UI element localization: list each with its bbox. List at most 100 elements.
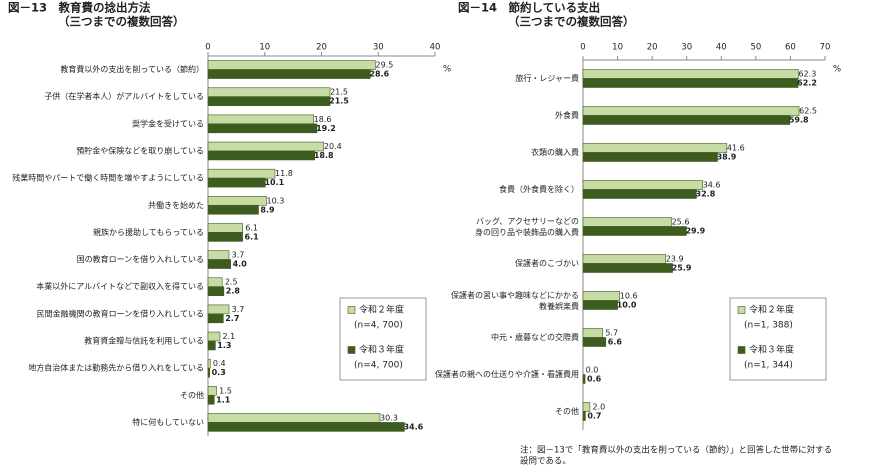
value-label: 62.5 bbox=[799, 107, 817, 116]
category-label: 保護者の親への仕送りや介護・看護費用 bbox=[435, 369, 579, 379]
x-tick-label: 20 bbox=[647, 43, 658, 53]
unit-label: % bbox=[443, 65, 451, 75]
value-label: 6.6 bbox=[608, 338, 623, 347]
bar bbox=[582, 411, 586, 421]
bar bbox=[207, 386, 217, 396]
bar bbox=[582, 217, 672, 227]
category-label: 衣類の購入費 bbox=[531, 147, 579, 157]
value-label: 10.0 bbox=[617, 301, 637, 310]
legend-box bbox=[339, 297, 427, 381]
unit-label: % bbox=[833, 65, 841, 75]
value-label: 3.7 bbox=[232, 251, 245, 260]
x-tick-label: 40 bbox=[716, 43, 727, 53]
bar bbox=[582, 263, 673, 273]
bar bbox=[582, 152, 718, 162]
value-label: 21.5 bbox=[329, 97, 349, 106]
value-label: 38.9 bbox=[717, 153, 737, 162]
value-label: 20.4 bbox=[324, 142, 342, 151]
category-label: 保護者の習い事や趣味などにかかる教養娯楽費 bbox=[451, 290, 579, 311]
bar bbox=[582, 337, 607, 347]
bar bbox=[582, 189, 697, 199]
category-label: 地方自治体または勤務先から借り入れをしている bbox=[28, 363, 204, 373]
legend-swatch bbox=[737, 346, 746, 354]
category-label: 教育資金贈与信託を利用している bbox=[84, 336, 204, 346]
bar bbox=[207, 87, 331, 98]
category-label: その他 bbox=[555, 406, 579, 416]
category-label: 子供（在学者本人）がアルバイトをしている bbox=[44, 91, 204, 101]
bar bbox=[582, 226, 687, 236]
category-label: 中元・歳暮などの交際費 bbox=[491, 332, 579, 342]
value-label: 29.9 bbox=[685, 227, 705, 236]
legend-n: (n=4, 700) bbox=[354, 361, 403, 371]
value-label: 11.8 bbox=[275, 169, 293, 178]
bar bbox=[582, 328, 604, 338]
bar bbox=[582, 291, 620, 301]
x-tick-label: 10 bbox=[612, 43, 623, 53]
value-label: 25.9 bbox=[672, 264, 692, 273]
bar bbox=[582, 69, 799, 79]
value-label: 0.7 bbox=[587, 412, 601, 421]
value-label: 34.6 bbox=[403, 422, 423, 431]
value-label: 0.0 bbox=[586, 366, 599, 375]
legend-n: (n=1, 344) bbox=[744, 361, 793, 371]
bar bbox=[207, 340, 216, 351]
bar bbox=[207, 367, 211, 378]
value-label: 2.8 bbox=[226, 287, 241, 296]
x-tick-label: 20 bbox=[316, 43, 327, 53]
value-label: 2.1 bbox=[223, 332, 236, 341]
value-label: 28.6 bbox=[369, 70, 389, 79]
bar bbox=[207, 96, 331, 106]
x-tick-label: 30 bbox=[373, 43, 384, 53]
value-label: 30.3 bbox=[380, 413, 398, 422]
category-label: 保護者のこづかい bbox=[515, 258, 579, 268]
value-label: 21.5 bbox=[330, 88, 348, 97]
chart-title: 図－13 教育費の捻出方法 bbox=[8, 1, 151, 15]
chart-subtitle: （三つまでの複数回答） bbox=[58, 15, 185, 29]
bar bbox=[207, 204, 259, 215]
bar bbox=[207, 123, 318, 134]
value-label: 8.9 bbox=[260, 205, 275, 214]
chart-subtitle: （三つまでの複数回答） bbox=[508, 15, 635, 29]
value-label: 1.5 bbox=[219, 386, 232, 395]
category-label: 特に何もしていない bbox=[132, 417, 204, 427]
value-label: 5.7 bbox=[605, 329, 618, 338]
value-label: 32.8 bbox=[696, 190, 716, 199]
bar bbox=[207, 277, 223, 288]
x-tick-label: 0 bbox=[580, 43, 585, 53]
value-label: 0.3 bbox=[212, 368, 226, 377]
bar bbox=[207, 223, 243, 233]
bar bbox=[582, 106, 800, 116]
value-label: 59.8 bbox=[789, 116, 809, 125]
legend-label: 令和３年度 bbox=[749, 344, 794, 356]
x-tick-label: 70 bbox=[820, 43, 831, 53]
x-tick-label: 40 bbox=[430, 43, 441, 53]
value-label: 4.0 bbox=[233, 260, 248, 269]
value-label: 41.6 bbox=[727, 144, 745, 153]
bar bbox=[582, 374, 586, 384]
value-label: 2.7 bbox=[225, 314, 239, 323]
value-label: 10.1 bbox=[264, 178, 284, 187]
bar bbox=[207, 114, 314, 125]
bar bbox=[207, 413, 381, 423]
bar bbox=[207, 331, 221, 342]
x-tick-label: 50 bbox=[750, 43, 761, 53]
value-label: 2.5 bbox=[225, 278, 238, 287]
category-label: 外食費 bbox=[555, 110, 579, 120]
bar bbox=[207, 259, 232, 269]
value-label: 18.8 bbox=[314, 151, 334, 160]
chart-title: 図－14 節約している支出 bbox=[458, 1, 600, 15]
category-label: 民間金融機関の教育ローンを借り入れしている bbox=[37, 308, 204, 318]
bar bbox=[207, 304, 230, 315]
x-tick-label: 0 bbox=[205, 43, 210, 53]
value-label: 62.2 bbox=[797, 79, 817, 88]
category-label: 預貯金や保険などを取り崩している bbox=[76, 146, 204, 156]
bar bbox=[207, 313, 224, 324]
bar bbox=[582, 115, 791, 125]
legend-swatch bbox=[347, 306, 356, 314]
bar bbox=[582, 78, 799, 88]
bar bbox=[207, 358, 211, 369]
bar bbox=[207, 141, 325, 152]
category-label: その他 bbox=[180, 390, 204, 400]
bar bbox=[582, 300, 618, 310]
